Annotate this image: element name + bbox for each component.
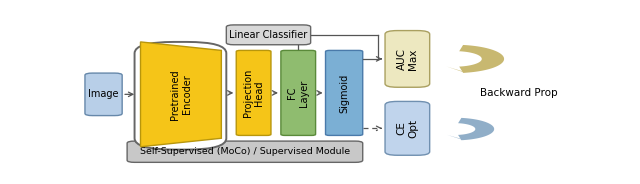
Text: Self-Supervised (MoCo) / Supervised Module: Self-Supervised (MoCo) / Supervised Modu… [140,147,350,156]
FancyBboxPatch shape [385,31,429,87]
Polygon shape [141,42,221,147]
Polygon shape [458,118,494,140]
FancyBboxPatch shape [385,101,429,155]
Polygon shape [447,135,464,140]
FancyBboxPatch shape [326,50,363,135]
FancyBboxPatch shape [236,50,271,135]
Text: Backward Prop: Backward Prop [480,88,558,98]
FancyBboxPatch shape [85,73,122,116]
Text: Sigmoid: Sigmoid [339,73,349,113]
Text: Projection
Head: Projection Head [243,69,264,117]
Text: AUC
Max: AUC Max [397,48,418,70]
FancyBboxPatch shape [227,25,310,45]
Polygon shape [447,67,465,73]
Text: Linear Classifier: Linear Classifier [229,30,308,40]
Text: CE
Opt: CE Opt [397,119,418,138]
Text: FC
Layer: FC Layer [287,79,309,107]
FancyBboxPatch shape [281,50,316,135]
FancyBboxPatch shape [127,141,363,162]
Text: Pretrained
Encoder: Pretrained Encoder [170,69,192,120]
Text: Image: Image [88,89,119,99]
Polygon shape [460,45,504,73]
FancyBboxPatch shape [134,42,227,150]
